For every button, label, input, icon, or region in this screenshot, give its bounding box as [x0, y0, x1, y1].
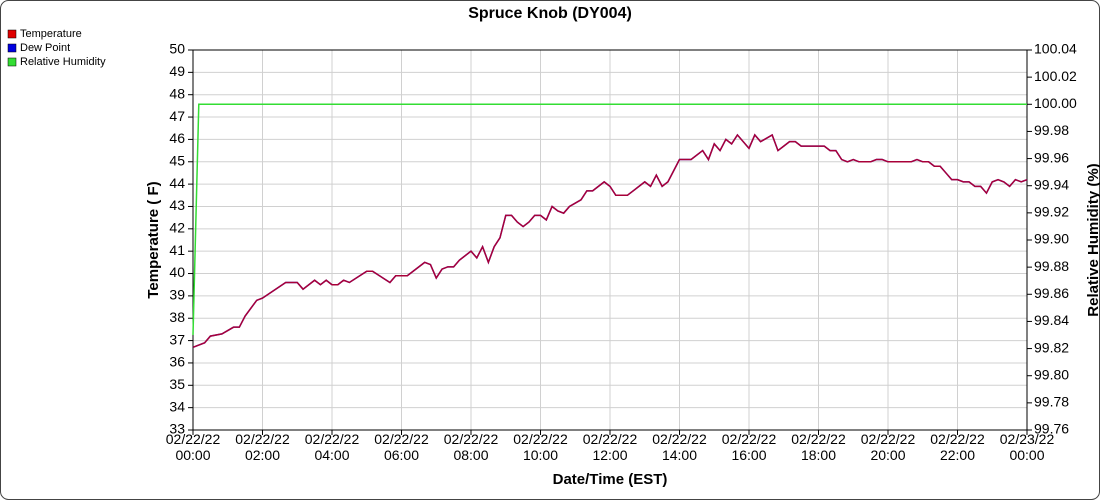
chart-title: Spruce Knob (DY004) [468, 5, 632, 22]
x-tick-label: 02/22/22 00:00 [166, 431, 221, 463]
y-tick-label: 43 [169, 197, 185, 213]
y-tick-label: 40 [169, 264, 185, 280]
y-axis-label: Temperature ( F) [145, 181, 162, 298]
y-tick-label: 48 [169, 85, 185, 101]
y2-tick-label: 99.88 [1034, 258, 1069, 274]
y-tick-label: 39 [169, 287, 185, 303]
y2-tick-label: 99.94 [1034, 176, 1069, 192]
y-tick-label: 42 [169, 220, 185, 236]
x-tick-label: 02/22/22 04:00 [305, 431, 360, 463]
x-axis-label: Date/Time (EST) [553, 471, 668, 488]
y-tick-label: 47 [169, 108, 185, 124]
x-tick-label: 02/22/22 18:00 [791, 431, 846, 463]
y2-tick-label: 99.82 [1034, 339, 1069, 355]
x-tick-label: 02/22/22 12:00 [583, 431, 638, 463]
legend-swatch [7, 57, 17, 67]
x-tick-label: 02/22/22 02:00 [235, 431, 290, 463]
y-tick-label: 34 [169, 398, 185, 414]
x-tick-label: 02/22/22 22:00 [930, 431, 985, 463]
y2-tick-label: 99.76 [1034, 421, 1069, 437]
x-tick-label: 02/22/22 14:00 [652, 431, 707, 463]
y-tick-label: 33 [169, 421, 185, 437]
series-line [192, 103, 1027, 336]
y2-tick-label: 99.96 [1034, 149, 1069, 165]
y2-tick-label: 99.98 [1034, 122, 1069, 138]
y-tick-label: 45 [169, 152, 185, 168]
y2-tick-label: 99.86 [1034, 285, 1069, 301]
y2-tick-label: 99.90 [1034, 231, 1069, 247]
y2-tick-label: 99.92 [1034, 204, 1069, 220]
y2-tick-label: 99.80 [1034, 366, 1069, 382]
y2-tick-label: 100.00 [1034, 95, 1077, 111]
series-line [192, 133, 1028, 348]
y2-tick-label: 100.04 [1034, 41, 1077, 57]
y2-tick-label: 99.78 [1034, 394, 1069, 410]
x-tick-label: 02/22/22 20:00 [861, 431, 916, 463]
y-tick-label: 50 [169, 41, 185, 57]
y-tick-label: 46 [169, 130, 185, 146]
legend: Temperature Dew Point Relative Humidity [7, 28, 106, 68]
legend-label: Temperature [20, 28, 82, 40]
legend-swatch [7, 29, 17, 39]
x-tick-label: 02/22/22 16:00 [722, 431, 777, 463]
y2-tick-label: 100.02 [1034, 68, 1077, 84]
y2-axis-label: Relative Humidity (%) [1085, 163, 1100, 316]
y-tick-label: 49 [169, 63, 185, 79]
x-tick-label: 02/22/22 08:00 [444, 431, 499, 463]
legend-label: Dew Point [20, 42, 70, 54]
y-tick-label: 37 [169, 331, 185, 347]
x-tick-label: 02/22/22 06:00 [374, 431, 429, 463]
y2-tick-label: 99.84 [1034, 312, 1069, 328]
y-tick-label: 38 [169, 309, 185, 325]
x-tick-label: 02/22/22 10:00 [513, 431, 568, 463]
y-tick-label: 35 [169, 376, 185, 392]
y-tick-label: 44 [169, 175, 185, 191]
y-tick-label: 36 [169, 354, 185, 370]
legend-swatch [7, 43, 17, 53]
y-tick-label: 41 [169, 242, 185, 258]
x-tick-label: 02/23/22 00:00 [1000, 431, 1055, 463]
plot-border [192, 49, 1028, 431]
legend-label: Relative Humidity [20, 56, 106, 68]
